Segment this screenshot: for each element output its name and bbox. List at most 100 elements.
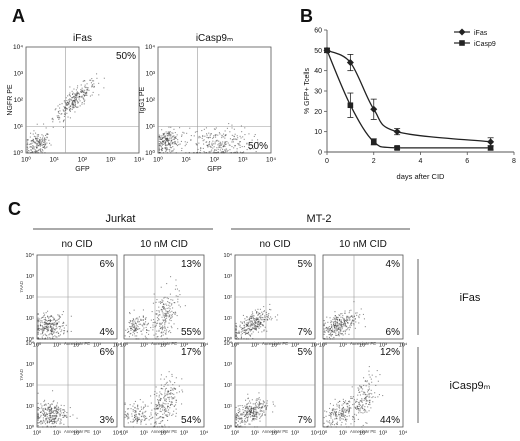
event-dot	[343, 318, 345, 320]
event-dot	[39, 323, 41, 325]
event-dot	[172, 146, 174, 148]
event-dot	[52, 316, 54, 318]
event-dot	[375, 384, 377, 386]
event-dot	[244, 331, 246, 333]
event-dot	[77, 102, 79, 104]
event-dot	[248, 402, 250, 404]
event-dot	[323, 331, 325, 333]
event-dot	[144, 335, 146, 337]
event-dot	[161, 322, 163, 324]
quadrant-label-lower-right: 55%	[181, 327, 201, 338]
event-dot	[169, 314, 171, 316]
event-dot	[136, 408, 138, 410]
event-dot	[62, 322, 64, 324]
event-dot	[55, 411, 57, 413]
event-dot	[52, 331, 54, 333]
event-dot	[323, 320, 325, 322]
event-dot	[323, 324, 325, 326]
x-axis-label: GFP	[207, 166, 222, 173]
event-dot	[328, 331, 330, 333]
event-dot	[133, 420, 135, 422]
event-dot	[344, 310, 346, 312]
event-dot	[221, 150, 223, 152]
event-dot	[34, 151, 36, 153]
event-dot	[49, 337, 51, 339]
event-dot	[249, 325, 251, 327]
event-dot	[198, 135, 200, 137]
event-dot	[136, 325, 138, 327]
event-dot	[341, 338, 343, 340]
event-dot	[167, 391, 169, 393]
event-dot	[42, 426, 44, 428]
event-dot	[265, 407, 267, 409]
event-dot	[82, 97, 84, 99]
event-dot	[162, 409, 164, 411]
event-dot	[258, 414, 260, 416]
event-dot	[343, 323, 345, 325]
event-dot	[170, 325, 172, 327]
event-dot	[244, 423, 246, 425]
event-dot	[266, 314, 268, 316]
event-dot	[36, 151, 38, 153]
event-dot	[342, 412, 344, 414]
event-dot	[326, 336, 328, 338]
event-dot	[166, 394, 168, 396]
event-dot	[162, 426, 164, 428]
event-dot	[52, 126, 54, 128]
event-dot	[44, 404, 46, 406]
event-dot	[54, 318, 56, 320]
event-dot	[39, 338, 41, 340]
event-dot	[158, 136, 160, 138]
event-dot	[131, 413, 133, 415]
event-dot	[53, 328, 55, 330]
event-dot	[369, 402, 371, 404]
event-dot	[38, 142, 40, 144]
event-dot	[173, 312, 175, 314]
event-dot	[41, 143, 43, 145]
event-dot	[59, 408, 61, 410]
event-dot	[260, 403, 262, 405]
quadrant-label-lower-right: 7%	[298, 327, 313, 338]
event-dot	[48, 334, 50, 336]
event-dot	[337, 320, 339, 322]
event-dot	[168, 322, 170, 324]
event-dot	[48, 322, 50, 324]
event-dot	[56, 115, 58, 117]
event-dot	[366, 394, 368, 396]
event-dot	[38, 141, 40, 143]
event-dot	[164, 314, 166, 316]
event-dot	[258, 392, 260, 394]
event-dot	[143, 406, 145, 408]
event-dot	[130, 421, 132, 423]
event-dot	[178, 391, 180, 393]
event-dot	[257, 320, 259, 322]
event-dot	[327, 328, 329, 330]
event-dot	[217, 144, 219, 146]
event-dot	[51, 334, 53, 336]
event-dot	[27, 139, 29, 141]
event-dot	[366, 395, 368, 397]
event-dot	[45, 418, 47, 420]
event-dot	[168, 126, 170, 128]
event-dot	[72, 101, 74, 103]
event-dot	[80, 91, 82, 93]
event-dot	[245, 414, 247, 416]
event-dot	[36, 138, 38, 140]
event-dot	[324, 330, 326, 332]
event-dot	[37, 392, 39, 394]
event-dot	[156, 310, 158, 312]
event-dot	[161, 406, 163, 408]
event-dot	[210, 146, 212, 148]
event-dot	[59, 415, 61, 417]
event-dot	[141, 413, 143, 415]
event-dot	[253, 414, 255, 416]
event-dot	[169, 145, 171, 147]
event-dot	[241, 417, 243, 419]
event-dot	[346, 315, 348, 317]
event-dot	[223, 133, 225, 135]
event-dot	[158, 330, 160, 332]
event-dot	[164, 141, 166, 143]
event-dot	[340, 323, 342, 325]
event-dot	[168, 307, 170, 309]
